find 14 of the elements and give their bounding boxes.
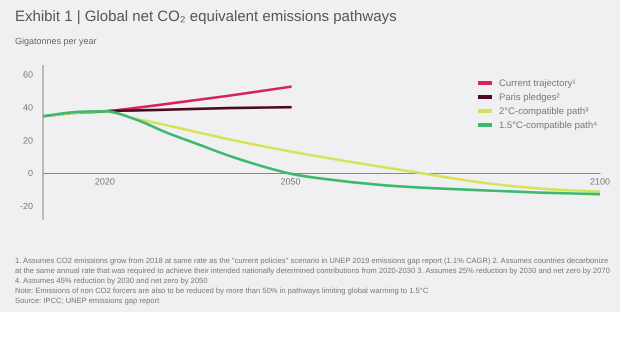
legend-label: Current trajectory¹ <box>499 78 576 88</box>
legend-label: Paris pledges² <box>499 92 560 102</box>
legend-label: 1.5°C-compatible path⁴ <box>499 120 598 130</box>
y-tick-label: 40 <box>22 102 34 113</box>
y-axis-title: Gigatonnes per year <box>15 36 97 46</box>
y-tick-label: 20 <box>22 135 34 146</box>
legend-label: 2°C-compatible path³ <box>499 106 588 116</box>
y-tick-label: -20 <box>20 200 34 211</box>
x-tick-label: 2020 <box>94 176 115 187</box>
y-tick-label: 60 <box>22 70 34 80</box>
chart-title: Exhibit 1 | Global net CO₂ equivalent emissions pathways <box>15 8 397 25</box>
y-tick-label: 0 <box>28 168 34 178</box>
x-tick-label: 2100 <box>590 176 610 187</box>
x-tick-label: 2050 <box>280 176 301 187</box>
